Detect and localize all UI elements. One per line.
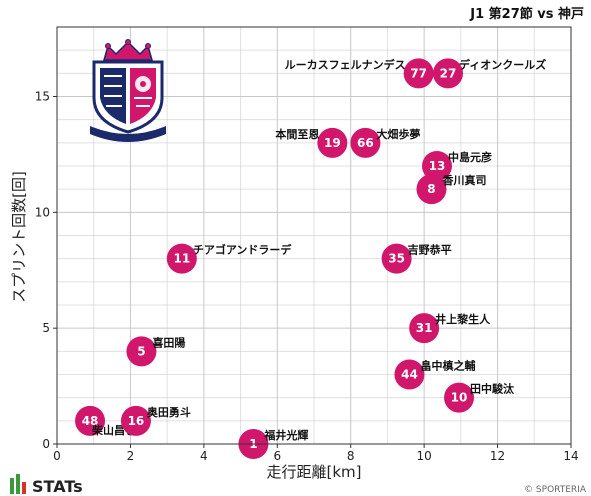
brand-name: STATs <box>32 477 83 496</box>
bar-logo-icon <box>10 474 20 494</box>
x-tick-label: 4 <box>200 449 208 463</box>
player-point: 77 ルーカスフェルナンデス <box>285 57 434 89</box>
point-marker <box>416 174 447 205</box>
player-name: 喜田陽 <box>152 335 185 349</box>
point-marker <box>120 405 151 436</box>
point-marker <box>317 127 348 158</box>
y-tick-label: 10 <box>35 205 50 219</box>
point-marker <box>444 382 475 413</box>
y-tick-label: 0 <box>42 437 50 451</box>
player-number: 5 <box>137 344 145 358</box>
player-name: 井上黎生人 <box>435 312 491 326</box>
x-axis-label: 走行距離[km] <box>266 463 361 481</box>
player-name: 香川真司 <box>441 173 486 187</box>
player-point: 19 本間至恩 <box>275 127 348 158</box>
player-name: 本間至恩 <box>275 127 319 141</box>
chart-title: J1 第27節 vs 神戸 <box>469 6 584 22</box>
point-marker <box>166 243 197 274</box>
player-number: 16 <box>128 414 145 428</box>
player-number: 31 <box>416 321 433 335</box>
player-name: 畠中槙之輔 <box>420 359 475 373</box>
point-marker <box>75 405 106 436</box>
x-tick-label: 14 <box>563 449 578 463</box>
player-number: 27 <box>440 66 457 80</box>
plot-frame <box>56 26 572 445</box>
x-tick-label: 6 <box>273 449 281 463</box>
point-marker <box>403 58 434 89</box>
player-number: 35 <box>388 252 405 266</box>
player-name: 田中駿汰 <box>470 382 515 396</box>
player-number: 11 <box>173 252 190 266</box>
player-point: 8 香川真司 <box>416 173 486 205</box>
player-name: 福井光輝 <box>263 428 308 442</box>
player-name: 吉野恭平 <box>408 243 452 257</box>
x-tick-label: 10 <box>417 449 432 463</box>
crown-jewel-icon <box>145 43 151 49</box>
player-number: 77 <box>410 66 427 80</box>
player-name: 大畑歩夢 <box>376 127 420 141</box>
x-tick-label: 0 <box>53 449 61 463</box>
crown-jewel-icon <box>125 39 131 45</box>
player-number: 48 <box>82 414 99 428</box>
player-number: 13 <box>429 159 446 173</box>
y-tick-label: 5 <box>42 321 50 335</box>
player-name: 中島元彦 <box>448 150 492 164</box>
point-marker <box>409 313 440 344</box>
y-axis-label: スプリント回数[回] <box>10 171 28 303</box>
player-number: 19 <box>324 136 341 150</box>
player-number: 8 <box>427 182 435 196</box>
x-tick-label: 2 <box>127 449 135 463</box>
point-marker <box>126 336 157 367</box>
player-number: 44 <box>401 368 418 382</box>
data-points: 77ルーカスフェルナンデス27ディオンクールズ19本間至恩66大畑歩夢13中島元… <box>75 57 546 459</box>
y-tick-label: 15 <box>35 90 50 104</box>
player-point: 5 喜田陽 <box>126 335 185 367</box>
point-marker <box>433 58 464 89</box>
player-name: ルーカスフェルナンデス <box>285 57 406 71</box>
x-tick-label: 12 <box>490 449 505 463</box>
x-tick-label: 8 <box>347 449 355 463</box>
crown-jewel-icon <box>105 43 111 49</box>
player-number: 10 <box>451 391 468 405</box>
axis-ticks: 0 2 4 6 8 10 12 14 0 5 10 15 <box>35 90 579 464</box>
credit-text: © SPORTERIA <box>524 485 587 495</box>
point-marker <box>381 243 412 274</box>
bar-logo-icon <box>22 482 26 494</box>
point-marker <box>394 359 425 390</box>
player-name: 奥田勇斗 <box>146 405 191 419</box>
player-name: ディオンクールズ <box>459 57 546 71</box>
ribbon-banner <box>90 126 166 142</box>
point-marker <box>421 151 452 181</box>
player-name: チアゴアンドラーデ <box>193 243 293 257</box>
player-number: 66 <box>357 136 374 150</box>
club-logo <box>90 39 166 142</box>
footer-brand: STATs <box>10 474 83 496</box>
point-marker <box>350 127 381 158</box>
grid <box>56 26 572 445</box>
